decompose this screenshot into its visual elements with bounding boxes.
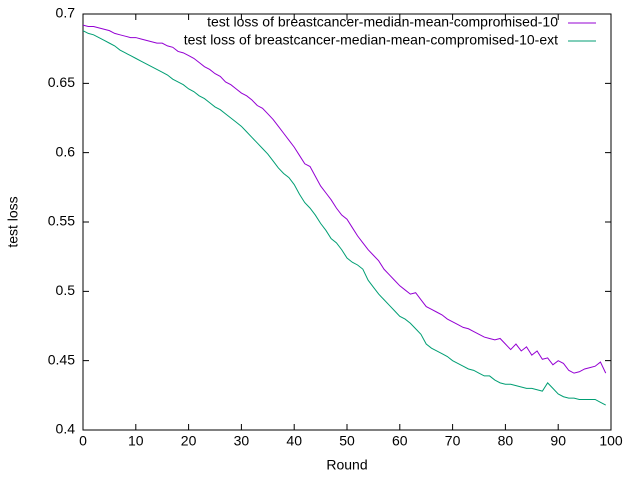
x-tick-label: 70 [445,433,461,449]
y-tick-label: 0.45 [48,351,75,367]
y-tick-label: 0.5 [56,282,76,298]
series-line [82,24,607,374]
x-tick-label: 10 [128,433,144,449]
y-tick-label: 0.4 [56,421,76,437]
series-line [82,30,606,406]
x-tick-label: 100 [599,433,623,449]
legend-label: test loss of breastcancer-median-mean-co… [207,14,558,30]
x-tick-label: 90 [550,433,566,449]
y-tick-label: 0.65 [48,74,75,90]
plot-border [82,13,612,431]
x-tick-label: 30 [234,433,250,449]
x-tick-label: 80 [498,433,514,449]
y-axis-label: test loss [5,196,21,247]
x-tick-label: 0 [79,433,87,449]
y-tick-label: 0.6 [56,143,76,159]
x-tick-label: 20 [181,433,197,449]
x-axis-label: Round [326,457,367,473]
legend-label: test loss of breastcancer-median-mean-co… [184,32,558,48]
y-tick-label: 0.7 [56,5,76,21]
x-tick-label: 40 [286,433,302,449]
x-tick-label: 50 [339,433,355,449]
y-tick-label: 0.55 [48,213,75,229]
x-tick-label: 60 [392,433,408,449]
